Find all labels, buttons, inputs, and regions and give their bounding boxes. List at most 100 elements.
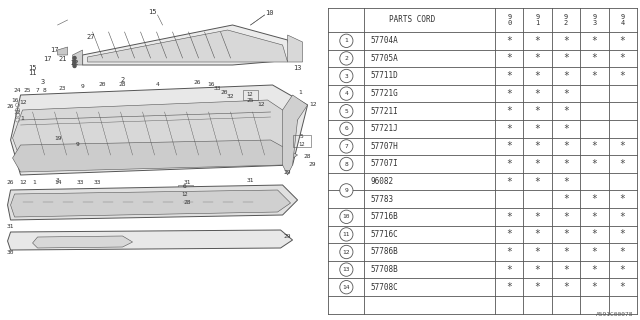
Text: 14: 14 [342,285,350,290]
Text: *: * [620,282,626,292]
Text: 6: 6 [182,185,186,189]
Text: *: * [591,265,597,275]
Text: *: * [620,265,626,275]
Text: *: * [563,89,569,99]
Text: 16: 16 [207,83,214,87]
Text: 20: 20 [99,83,106,87]
Text: *: * [591,36,597,46]
Text: *: * [620,229,626,239]
Text: *: * [506,141,512,151]
Text: *: * [535,212,541,222]
Text: *: * [591,159,597,169]
Text: 13: 13 [293,65,302,71]
Text: *: * [506,229,512,239]
Text: 26: 26 [194,79,202,84]
Text: 32: 32 [227,93,234,99]
Polygon shape [287,35,303,62]
Text: 31: 31 [247,178,254,182]
Text: 5: 5 [300,134,303,140]
Text: *: * [535,106,541,116]
Text: 14: 14 [54,180,61,186]
Text: *: * [591,212,597,222]
Text: 12: 12 [19,180,26,186]
Text: 57707H: 57707H [371,142,399,151]
Text: 15: 15 [28,65,37,71]
Text: A591C00078: A591C00078 [596,312,634,317]
Text: 9: 9 [81,84,84,89]
Text: *: * [591,194,597,204]
Text: *: * [563,247,569,257]
Text: 20: 20 [221,90,228,94]
Text: 7: 7 [344,144,348,149]
Polygon shape [13,100,298,165]
Text: *: * [506,159,512,169]
Text: 12: 12 [342,250,350,254]
Circle shape [73,65,76,68]
Text: 57708B: 57708B [371,265,399,274]
Circle shape [340,184,353,197]
Text: 31: 31 [7,225,14,229]
Text: *: * [563,53,569,63]
Text: *: * [620,53,626,63]
Text: *: * [535,89,541,99]
Circle shape [73,57,76,60]
Text: *: * [535,124,541,134]
Text: *: * [535,53,541,63]
Text: 4: 4 [344,91,348,96]
Text: 23: 23 [59,85,67,91]
Text: *: * [506,53,512,63]
Text: 6: 6 [344,126,348,131]
Polygon shape [13,140,298,172]
Text: 57786B: 57786B [371,247,399,257]
Text: 57711D: 57711D [371,71,399,81]
Text: 8: 8 [43,87,47,92]
Text: 30: 30 [7,250,14,254]
Text: *: * [535,229,541,239]
Text: 57721G: 57721G [371,89,399,98]
Text: 29: 29 [284,170,291,174]
Text: 9
3: 9 3 [592,14,596,26]
Text: 17: 17 [44,56,52,62]
Text: 12: 12 [181,191,188,196]
Text: *: * [563,212,569,222]
Text: *: * [563,71,569,81]
Polygon shape [58,47,68,55]
Text: 3: 3 [344,74,348,78]
Text: 19: 19 [54,135,61,140]
Text: 24: 24 [14,87,21,92]
Text: *: * [506,106,512,116]
Text: *: * [591,53,597,63]
Text: *: * [620,212,626,222]
Text: 57716B: 57716B [371,212,399,221]
Text: 57716C: 57716C [371,230,399,239]
Text: *: * [620,159,626,169]
Text: 57707I: 57707I [371,159,399,169]
Text: *: * [620,141,626,151]
Text: *: * [506,124,512,134]
Text: 4: 4 [156,83,159,87]
Text: 12: 12 [309,102,316,108]
Polygon shape [33,236,132,248]
Text: 31: 31 [184,180,191,185]
Text: *: * [506,265,512,275]
Text: *: * [506,282,512,292]
Text: 9: 9 [344,188,348,193]
Text: 2: 2 [344,56,348,61]
Text: 9
2: 9 2 [564,14,568,26]
Text: 12: 12 [257,102,264,108]
Polygon shape [72,50,83,65]
Text: *: * [591,247,597,257]
Text: *: * [563,194,569,204]
Text: *: * [506,177,512,187]
Text: 9: 9 [76,142,79,148]
Text: *: * [535,177,541,187]
Text: 2: 2 [120,77,125,83]
Text: 10: 10 [266,10,274,16]
Text: 29: 29 [309,163,316,167]
Text: 33: 33 [94,180,101,185]
Text: 12: 12 [13,110,20,116]
Polygon shape [88,30,287,62]
Text: *: * [563,265,569,275]
Text: *: * [535,141,541,151]
Text: 33: 33 [77,180,84,186]
